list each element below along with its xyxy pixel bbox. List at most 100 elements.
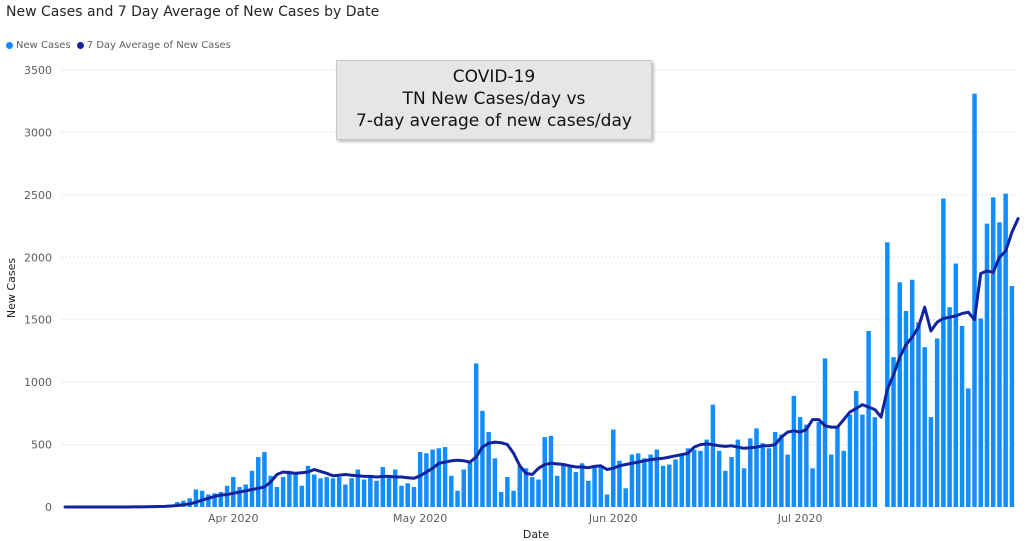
legend-item-7-day-average[interactable]: 7 Day Average of New Cases [76,40,231,51]
bar-new-cases[interactable] [897,282,903,507]
bar-new-cases[interactable] [561,463,566,507]
bar-new-cases[interactable] [212,493,217,507]
bar-new-cases[interactable] [237,487,242,507]
bar-new-cases[interactable] [579,463,585,507]
bar-new-cases[interactable] [193,489,199,507]
bar-new-cases[interactable] [442,447,448,507]
bar-new-cases[interactable] [287,470,292,507]
bar-new-cases[interactable] [673,459,678,507]
bar-new-cases[interactable] [392,469,398,507]
bar-new-cases[interactable] [816,422,822,507]
bar-new-cases[interactable] [754,428,759,507]
bar-new-cases[interactable] [822,358,828,507]
bar-new-cases[interactable] [523,468,529,507]
bar-new-cases[interactable] [704,439,709,507]
bar-new-cases[interactable] [486,432,491,507]
bar-new-cases[interactable] [274,487,280,507]
bar-new-cases[interactable] [336,477,342,507]
bar-new-cases[interactable] [922,347,927,507]
bar-new-cases[interactable] [916,322,921,507]
bar-new-cases[interactable] [467,462,473,507]
bar-new-cases[interactable] [312,474,317,507]
bar-new-cases[interactable] [374,480,379,507]
bar-new-cases[interactable] [243,484,248,507]
bar-new-cases[interactable] [791,395,797,507]
bar-new-cases[interactable] [909,279,915,507]
bar-new-cases[interactable] [679,455,685,507]
bar-new-cases[interactable] [841,450,846,507]
bar-new-cases[interactable] [343,484,348,507]
bar-new-cases[interactable] [368,475,373,507]
bar-new-cases[interactable] [984,223,990,507]
bar-new-cases[interactable] [480,410,485,507]
bar-new-cases[interactable] [885,242,890,507]
bar-new-cases[interactable] [293,472,298,507]
bar-new-cases[interactable] [536,479,541,507]
bar-new-cases[interactable] [716,450,722,507]
bar-new-cases[interactable] [299,485,305,507]
bar-new-cases[interactable] [853,390,859,507]
bar-new-cases[interactable] [461,469,466,507]
bar-new-cases[interactable] [953,263,959,507]
bar-new-cases[interactable] [268,475,273,507]
bar-new-cases[interactable] [430,449,435,507]
bar-new-cases[interactable] [255,457,261,507]
bar-new-cases[interactable] [355,469,361,507]
bar-new-cases[interactable] [735,439,741,507]
bar-new-cases[interactable] [660,465,666,507]
bar-new-cases[interactable] [455,490,460,507]
bar-new-cases[interactable] [262,452,267,507]
bar-new-cases[interactable] [772,432,778,507]
bar-new-cases[interactable] [449,475,454,507]
bar-new-cases[interactable] [517,465,523,507]
bar-new-cases[interactable] [399,485,404,507]
line-7-day-average[interactable] [63,217,1020,509]
bar-new-cases[interactable] [573,472,579,507]
bar-new-cases[interactable] [436,448,442,507]
bar-new-cases[interactable] [741,468,747,507]
bar-new-cases[interactable] [947,307,952,507]
bar-new-cases[interactable] [318,478,323,507]
bar-new-cases[interactable] [617,460,622,507]
bar-new-cases[interactable] [990,197,996,507]
bar-new-cases[interactable] [567,467,572,507]
bar-new-cases[interactable] [324,477,329,507]
bar-new-cases[interactable] [866,330,871,507]
bar-new-cases[interactable] [635,453,641,507]
bar-new-cases[interactable] [305,465,311,507]
bar-new-cases[interactable] [729,457,734,507]
bar-new-cases[interactable] [829,454,834,507]
bar-new-cases[interactable] [667,464,672,507]
bar-new-cases[interactable] [530,477,535,507]
bar-new-cases[interactable] [498,492,504,507]
bar-new-cases[interactable] [330,478,336,507]
bar-new-cases[interactable] [891,357,896,507]
bar-new-cases[interactable] [349,478,354,507]
bar-new-cases[interactable] [511,490,516,507]
bar-new-cases[interactable] [698,450,703,507]
bar-new-cases[interactable] [978,318,983,507]
bar-new-cases[interactable] [592,467,597,507]
bar-new-cases[interactable] [548,435,554,507]
bar-new-cases[interactable] [405,483,410,507]
bar-new-cases[interactable] [779,434,784,507]
bar-new-cases[interactable] [959,325,965,507]
bar-new-cases[interactable] [542,437,547,507]
bar-new-cases[interactable] [648,454,653,507]
bar-new-cases[interactable] [554,475,560,507]
bar-new-cases[interactable] [723,470,728,507]
bar-new-cases[interactable] [928,417,934,507]
bar-new-cases[interactable] [804,424,809,507]
bar-new-cases[interactable] [997,222,1002,507]
bar-new-cases[interactable] [810,468,815,507]
bar-new-cases[interactable] [847,414,853,507]
bar-new-cases[interactable] [586,480,591,507]
bar-new-cases[interactable] [860,414,865,507]
bar-new-cases[interactable] [598,465,604,507]
bar-new-cases[interactable] [629,454,635,507]
bar-new-cases[interactable] [934,338,940,507]
legend-item-new-cases[interactable]: New Cases [6,40,71,51]
bar-new-cases[interactable] [642,458,647,507]
bar-new-cases[interactable] [473,363,479,507]
bar-new-cases[interactable] [760,443,765,507]
